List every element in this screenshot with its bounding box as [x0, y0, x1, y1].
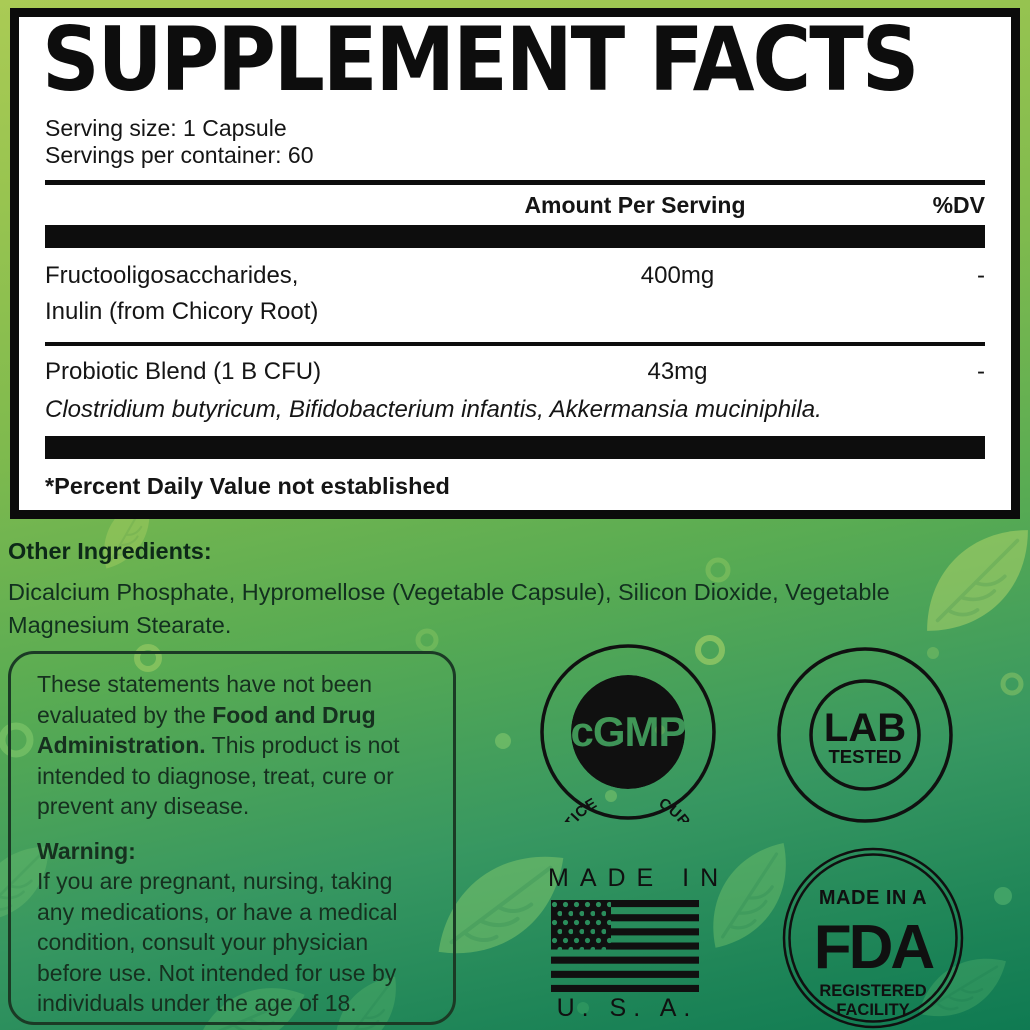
fda-disclaimer-text: These statements have not been evaluated…: [37, 671, 400, 819]
serving-size: Serving size: 1 Capsule: [45, 115, 287, 141]
ring-dot-decoration: [695, 635, 725, 665]
fda-badge-icon: MADE IN A FDA REGISTERED FACILITY: [782, 847, 964, 1029]
servings-per-container: Servings per container: 60: [45, 142, 314, 168]
made-in-label: MADE IN: [548, 864, 730, 892]
dv-footnote: *Percent Daily Value not established: [45, 473, 450, 499]
ring-dot-decoration: [1000, 672, 1024, 696]
probiotic-strains: Clostridium butyricum, Bifidobacterium i…: [45, 396, 822, 423]
column-header-amount: Amount Per Serving: [524, 192, 746, 218]
ring-dot-decoration: [134, 644, 162, 672]
ingredient-name: Probiotic Blend (1 B CFU): [45, 358, 322, 385]
warning-text: If you are pregnant, nursing, taking any…: [37, 868, 398, 1016]
divider-thick: [45, 436, 985, 459]
fda-top-text: MADE IN A: [819, 887, 927, 909]
fda-logo-text: FDA: [814, 913, 935, 982]
ingredient-amount: 400mg: [640, 262, 715, 289]
fda-bottom-line2: FACILITY: [836, 1001, 909, 1019]
divider-thick: [45, 225, 985, 248]
other-ingredients-section: Other Ingredients: Dicalcium Phosphate, …: [8, 538, 966, 642]
usa-flag-icon: [551, 900, 699, 992]
warning-heading: Warning:: [37, 837, 136, 864]
ingredient-dv: -: [977, 262, 985, 289]
lab-center-line2: TESTED: [829, 746, 902, 767]
made-in-usa-badge: MADE IN U. S. A.: [542, 864, 730, 1023]
column-header-dv: %DV: [932, 192, 985, 218]
cgmp-badge-icon: CURRENT GOOD MANUFACTURING PRACTICE cGMP: [540, 644, 716, 822]
lab-center-line1: LAB: [824, 706, 906, 750]
ingredient-dv: -: [977, 358, 985, 385]
ingredient-amount: 43mg: [647, 358, 708, 385]
fda-bottom-line1: REGISTERED: [819, 982, 926, 1000]
dot-decoration: [927, 647, 939, 659]
dot-decoration: [994, 887, 1012, 905]
divider-thin: [45, 180, 985, 185]
ring-dot-decoration: [0, 722, 34, 758]
table-header-row: Amount Per Serving %DV: [45, 192, 985, 218]
disclaimer-box: These statements have not been evaluated…: [8, 651, 456, 1025]
ingredient-name: Fructooligosaccharides, Inulin (from Chi…: [45, 262, 319, 325]
ring-dot-decoration: [705, 557, 731, 583]
dot-decoration: [605, 790, 617, 802]
other-ingredients-heading: Other Ingredients:: [8, 538, 212, 564]
supplement-facts-panel: SUPPLEMENT FACTS Serving size: 1 Capsule…: [10, 8, 1020, 519]
table-row: Fructooligosaccharides, Inulin (from Chi…: [45, 248, 985, 346]
usa-label: U. S. A.: [556, 994, 698, 1022]
dot-decoration: [577, 1002, 589, 1014]
other-ingredients-text: Dicalcium Phosphate, Hypromellose (Veget…: [8, 579, 890, 638]
dot-decoration: [495, 733, 511, 749]
panel-title: SUPPLEMENT FACTS: [42, 8, 919, 111]
table-row: Probiotic Blend (1 B CFU) 43mg - Clostri…: [45, 346, 985, 428]
lab-tested-badge-icon: · 3RD PARTY TESTED FOR · QUALITY AND CON…: [777, 647, 953, 823]
ring-dot-decoration: [415, 628, 439, 652]
